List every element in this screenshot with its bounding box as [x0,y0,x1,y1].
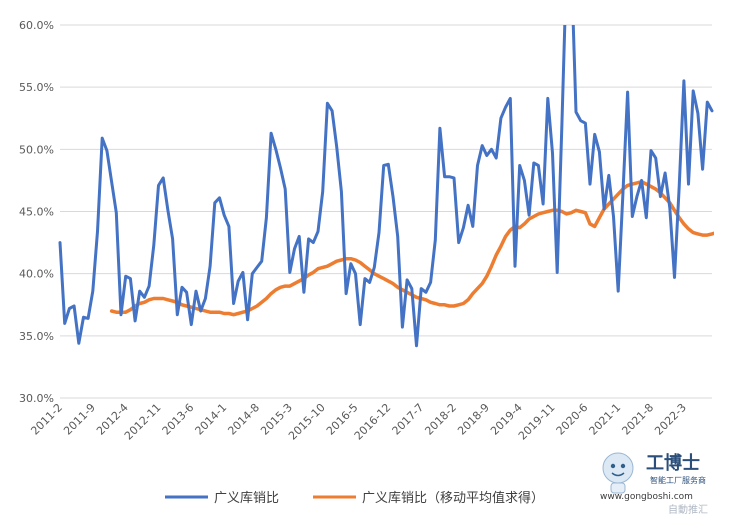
watermark-logo: 工博士 智能工厂服务商 www.gongboshi.com 自動推汇 [600,452,708,516]
legend-label-series-2: 广义库销比（移动平均值求得） [362,490,544,506]
x-tick-label: 2014-8 [225,401,262,438]
series-line-inventory-sales-ratio [58,25,714,348]
x-tick-label: 2018-2 [422,401,459,438]
x-tick-label: 2016-12 [352,401,394,443]
legend: 广义库销比 广义库销比（移动平均值求得） [165,490,544,506]
x-tick-label: 2012-11 [122,401,164,443]
x-tick-label: 2021-1 [587,401,624,438]
y-tick-label: 55.0% [19,81,54,94]
x-tick-label: 2018-9 [455,401,492,438]
series-lines [58,25,714,348]
y-tick-label: 50.0% [19,143,54,156]
y-tick-label: 60.0% [19,19,54,32]
x-tick-label: 2020-6 [554,401,591,438]
watermark-overlay: 自動推汇 [668,503,708,516]
x-tick-label: 2022-3 [652,401,689,438]
x-tick-label: 2011-9 [61,401,98,438]
watermark-brand: 工博士 [646,452,700,474]
mascot-icon [602,452,634,494]
watermark-url: www.gongboshi.com [600,492,693,502]
x-axis-ticks: 2011-22011-92012-42012-112013-62014-1201… [28,401,689,443]
y-tick-label: 35.0% [19,330,54,343]
x-tick-label: 2017-7 [390,401,427,438]
x-tick-label: 2011-2 [28,401,65,438]
x-tick-label: 2021-8 [619,401,656,438]
x-tick-label: 2014-1 [193,401,230,438]
x-tick-label: 2013-6 [160,401,197,438]
x-tick-label: 2019-11 [516,401,558,443]
y-axis-ticks: 30.0% 35.0% 40.0% 45.0% 50.0% 55.0% 60.0% [19,19,54,405]
legend-label-series-1: 广义库销比 [214,490,279,506]
x-tick-label: 2015-10 [286,401,328,443]
y-tick-label: 40.0% [19,268,54,281]
y-tick-label: 45.0% [19,206,54,219]
watermark-subtitle: 智能工厂服务商 [650,475,706,485]
y-tick-label: 30.0% [19,392,54,405]
